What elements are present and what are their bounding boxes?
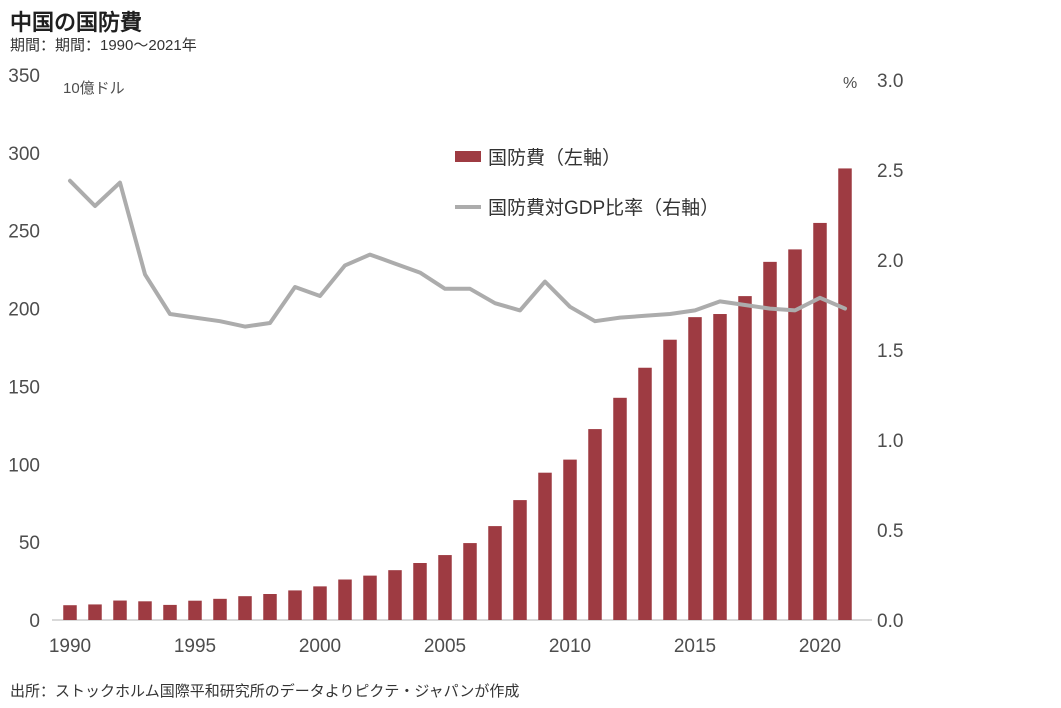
source-note: 出所：ストックホルム国際平和研究所のデータよりピクテ・ジャパンが作成: [10, 683, 520, 700]
bar-2018: [763, 261, 777, 620]
x-tick-1990: 1990: [49, 636, 91, 657]
bar-series: [63, 168, 852, 620]
right-tick-1.5: 1.5: [877, 341, 903, 362]
x-tick-1995: 1995: [174, 636, 216, 657]
bar-1996: [213, 598, 227, 620]
left-tick-50: 50: [19, 533, 40, 554]
bar-2008: [513, 500, 527, 620]
bar-2011: [588, 429, 602, 620]
left-tick-350: 350: [8, 66, 40, 87]
left-tick-200: 200: [8, 300, 40, 321]
x-tick-2010: 2010: [549, 636, 591, 657]
bar-2017: [738, 296, 752, 620]
line-series-label: 国防費対GDP比率（右軸）: [488, 198, 720, 219]
bar-2016: [713, 314, 727, 620]
chart-legend: 国防費（左軸） 国防費対GDP比率（右軸）: [455, 143, 719, 220]
left-axis-tick-labels: 350 300 250 200 150 100 50 0: [8, 66, 40, 632]
x-tick-2020: 2020: [799, 636, 841, 657]
right-tick-2.0: 2.0: [877, 251, 903, 272]
left-tick-100: 100: [8, 455, 40, 476]
left-tick-150: 150: [8, 377, 40, 398]
bar-1997: [238, 596, 252, 620]
bar-1995: [188, 600, 202, 620]
bar-1992: [113, 600, 127, 620]
bar-2001: [338, 579, 352, 620]
gdp-ratio-line: [68, 178, 847, 329]
bar-1994: [163, 604, 177, 620]
right-tick-3.0: 3.0: [877, 71, 903, 92]
legend-item-bar: 国防費（左軸）: [455, 143, 719, 170]
right-tick-0.5: 0.5: [877, 521, 903, 542]
x-tick-2005: 2005: [424, 636, 466, 657]
bar-1991: [88, 604, 102, 620]
bar-2014: [663, 339, 677, 620]
bar-2002: [363, 575, 377, 620]
right-tick-1.0: 1.0: [877, 431, 903, 452]
bar-2020: [813, 222, 827, 620]
bar-2015: [688, 317, 702, 620]
bar-1990: [63, 605, 77, 620]
bar-2012: [613, 397, 627, 620]
x-axis-tick-labels: 1990 1995 2000 2005 2010 2015 2020: [49, 636, 841, 657]
bar-1993: [138, 601, 152, 620]
left-axis-unit-label: 10億ドル: [63, 80, 125, 97]
bar-2004: [413, 563, 427, 620]
right-tick-0.0: 0.0: [877, 611, 903, 632]
bar-2009: [538, 472, 552, 620]
bar-2021: [838, 168, 852, 620]
chart-title: 中国の国防費: [10, 10, 143, 35]
bar-1999: [288, 590, 302, 620]
left-tick-0: 0: [29, 611, 40, 632]
left-tick-300: 300: [8, 144, 40, 165]
legend-item-line: 国防費対GDP比率（右軸）: [455, 193, 719, 220]
right-tick-2.5: 2.5: [877, 161, 903, 182]
bar-2006: [463, 543, 477, 620]
bar-2000: [313, 586, 327, 620]
chart-subtitle: 期間：期間：1990〜2021年: [10, 37, 197, 54]
right-axis-tick-labels: 3.0 2.5 2.0 1.5 1.0 0.5 0.0: [877, 71, 903, 632]
bar-series-label: 国防費（左軸）: [488, 148, 622, 169]
bar-2013: [638, 367, 652, 620]
x-tick-2000: 2000: [299, 636, 341, 657]
bar-2007: [488, 526, 502, 620]
bar-series-swatch: [455, 151, 481, 162]
left-tick-250: 250: [8, 222, 40, 243]
bar-2003: [388, 570, 402, 620]
bar-2019: [788, 249, 802, 620]
x-tick-2015: 2015: [674, 636, 716, 657]
bar-1998: [263, 594, 277, 620]
right-axis-unit-label: %: [843, 75, 858, 92]
line-series-swatch: [455, 204, 481, 209]
bar-2010: [563, 459, 577, 620]
bar-2005: [438, 555, 452, 620]
